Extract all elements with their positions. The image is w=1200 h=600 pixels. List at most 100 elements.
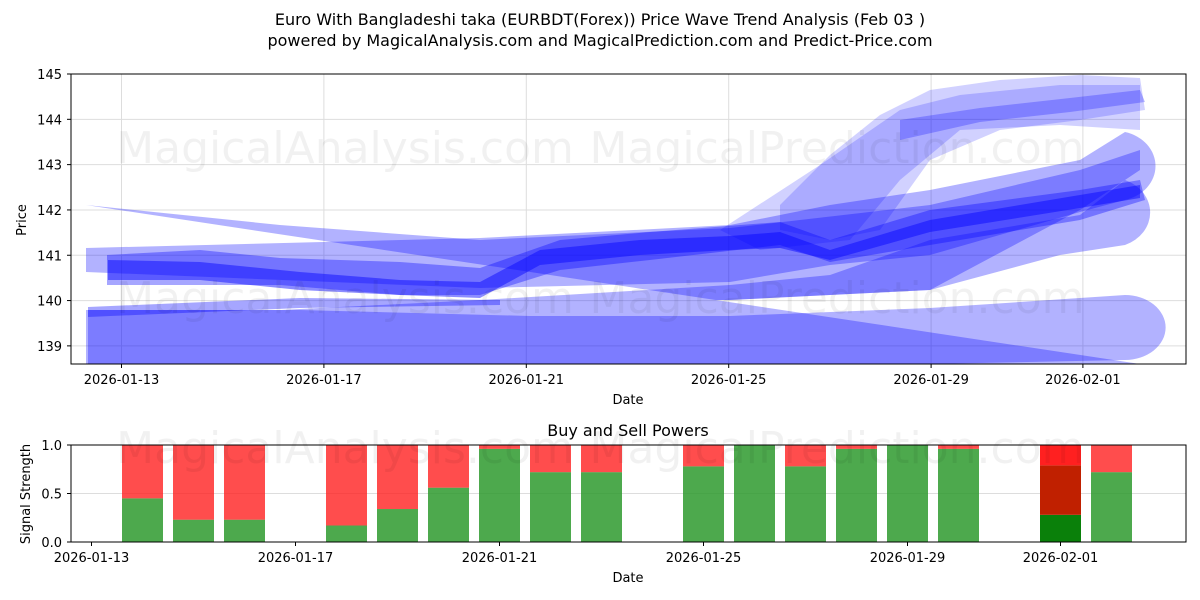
sell-bar — [938, 445, 979, 449]
bar-group — [173, 445, 214, 542]
sell-bar — [785, 445, 826, 467]
sell-bar — [683, 445, 724, 467]
buy-bar — [1091, 472, 1132, 542]
buy-bar — [479, 448, 520, 542]
sell-bar — [530, 445, 571, 473]
sell-bar — [377, 445, 418, 510]
buy-bar — [938, 448, 979, 542]
x-tick-label: 2026-02-01 — [1023, 551, 1099, 566]
x-tick-label: 2026-01-13 — [84, 373, 160, 388]
wave-line-lower — [88, 298, 500, 317]
y-tick-label: 140 — [37, 295, 62, 310]
wave-band-upper — [780, 75, 1145, 240]
sell-bar — [836, 445, 877, 449]
buy-sell-x-label: Date — [612, 571, 643, 586]
sell-bar — [173, 445, 214, 520]
wave-line-upper — [900, 90, 1145, 140]
buy-bar — [1040, 514, 1081, 542]
x-tick-label: 2026-01-29 — [893, 373, 969, 388]
sell-bar — [479, 445, 520, 449]
watermark-1: MagicalAnalysis.com — [116, 123, 574, 174]
bar-group — [836, 445, 877, 542]
sell-bar — [122, 445, 163, 499]
price-y-label: Price — [15, 204, 30, 236]
bar-group — [887, 445, 928, 542]
watermark-5: MagicalAnalysis.com — [116, 423, 574, 474]
bar-group — [938, 445, 979, 542]
buy-bar — [428, 487, 469, 542]
y-tick-label: 0.0 — [41, 536, 62, 551]
wave-band-lower — [88, 295, 1166, 364]
bar-group — [530, 445, 571, 542]
buy-sell-y-label: Signal Strength — [19, 444, 34, 544]
watermark-3: MagicalAnalysis.com — [116, 273, 574, 324]
price-plot-frame — [70, 73, 1187, 365]
buy-bar — [836, 448, 877, 542]
bar-group — [224, 445, 265, 542]
x-tick-label: 2026-01-29 — [870, 551, 946, 566]
y-tick-label: 141 — [37, 249, 62, 264]
x-tick-label: 2026-01-17 — [258, 551, 334, 566]
watermark-2: MagicalPrediction.com — [590, 123, 1085, 174]
wave-envelope-outer — [86, 150, 1140, 364]
sell-bar — [224, 445, 265, 520]
buy-bar — [734, 445, 775, 542]
y-tick-label: 142 — [37, 204, 62, 219]
sell-bar — [1040, 445, 1081, 466]
sell-bar — [1091, 445, 1132, 473]
bar-group — [785, 445, 826, 542]
bar-group — [377, 445, 418, 542]
buy-bar — [887, 445, 928, 542]
sell-bar — [581, 445, 622, 473]
price-y-axis: 139 140 141 142 143 144 145 — [37, 68, 71, 355]
wave-band-mid — [86, 132, 1156, 288]
x-tick-label: 2026-01-21 — [489, 373, 565, 388]
sell-bar — [326, 445, 367, 526]
bar-group — [581, 445, 622, 542]
buy-bar — [326, 525, 367, 542]
y-tick-label: 144 — [37, 113, 62, 128]
price-x-axis: 2026-01-13 2026-01-17 2026-01-21 2026-01-25… — [84, 364, 1121, 388]
x-tick-label: 2026-01-25 — [691, 373, 767, 388]
x-tick-label: 2026-01-25 — [666, 551, 742, 566]
watermark-4: MagicalPrediction.com — [590, 273, 1085, 324]
buy-bar — [683, 466, 724, 542]
x-tick-label: 2026-01-13 — [54, 551, 130, 566]
watermark-6: MagicalPrediction.com — [590, 423, 1085, 474]
buy-sell-x-axis: 2026-01-13 2026-01-17 2026-01-21 2026-01-25… — [54, 542, 1099, 566]
bar-group — [683, 445, 724, 542]
y-tick-label: 1.0 — [41, 439, 62, 454]
buy-bar — [530, 472, 571, 542]
x-tick-label: 2026-01-17 — [286, 373, 362, 388]
sell-bar — [428, 445, 469, 488]
buy-bar — [377, 509, 418, 542]
buy-bar — [581, 472, 622, 542]
bar-group — [428, 445, 469, 542]
buy-bar — [173, 519, 214, 542]
buy-bar — [224, 519, 265, 542]
chart-title: Euro With Bangladeshi taka (EURBDT(Forex… — [274, 10, 926, 29]
bar-group — [326, 445, 367, 542]
buy-sell-title: Buy and Sell Powers — [547, 421, 709, 440]
buy-bar — [122, 498, 163, 542]
bar-group — [1091, 445, 1132, 542]
buy-sell-chart: Buy and Sell Powers 0.0 0.5 1.0 2026-01-13… — [19, 421, 1187, 586]
bar-group — [479, 445, 520, 542]
y-tick-label: 139 — [37, 340, 62, 355]
price-x-label: Date — [612, 393, 643, 408]
buy-bar — [785, 466, 826, 542]
buy-sell-bars — [122, 445, 1132, 542]
chart-subtitle: powered by MagicalAnalysis.com and Magic… — [267, 31, 933, 50]
wave-band-upper2 — [720, 85, 1140, 250]
bar-group — [122, 445, 163, 542]
sell-bar-mid — [1040, 465, 1081, 515]
bar-group — [1040, 445, 1081, 542]
wave-band-central-wide — [107, 180, 1145, 295]
buy-sell-y-axis: 0.0 0.5 1.0 — [41, 439, 71, 551]
wave-bands — [86, 75, 1166, 364]
wave-band-mid2 — [480, 180, 1151, 300]
x-tick-label: 2026-02-01 — [1045, 373, 1121, 388]
x-tick-label: 2026-01-21 — [462, 551, 538, 566]
